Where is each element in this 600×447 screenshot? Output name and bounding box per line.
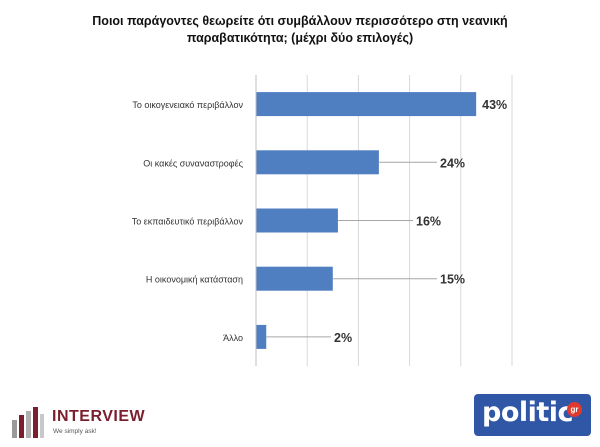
- bar: [256, 324, 267, 349]
- category-label: Άλλο: [223, 333, 243, 343]
- chart-title-line1: Ποιοι παράγοντες θεωρείτε ότι συμβάλλουν…: [92, 14, 508, 28]
- interview-bars-icon: [12, 407, 44, 438]
- bar: [256, 266, 333, 291]
- politic-name: politic: [482, 397, 574, 428]
- category-label: Το εκπαιδευτικό περιβάλλον: [132, 217, 244, 227]
- politic-logo: politic gr: [474, 394, 591, 436]
- category-label: Η οικονομική κατάσταση: [146, 275, 243, 285]
- chart-title-line2: παραβατικότητα; (μέχρι δύο επιλογές): [186, 31, 414, 45]
- bar: [256, 92, 477, 117]
- category-label: Οι κακές συναναστροφές: [143, 158, 243, 168]
- data-label: 2%: [334, 331, 352, 345]
- data-label: 24%: [440, 156, 465, 170]
- data-label: 43%: [482, 98, 507, 112]
- data-label: 16%: [416, 215, 441, 229]
- data-label: 15%: [440, 273, 465, 287]
- interview-name: INTERVIEW: [52, 408, 146, 425]
- bar: [256, 150, 379, 175]
- interview-logo: INTERVIEW We simply ask!: [10, 404, 150, 440]
- bar: [256, 208, 338, 233]
- politic-suffix: gr: [567, 402, 582, 417]
- interview-tagline: We simply ask!: [53, 428, 97, 435]
- category-label: Το οικογενειακό περιβάλλον: [132, 100, 243, 110]
